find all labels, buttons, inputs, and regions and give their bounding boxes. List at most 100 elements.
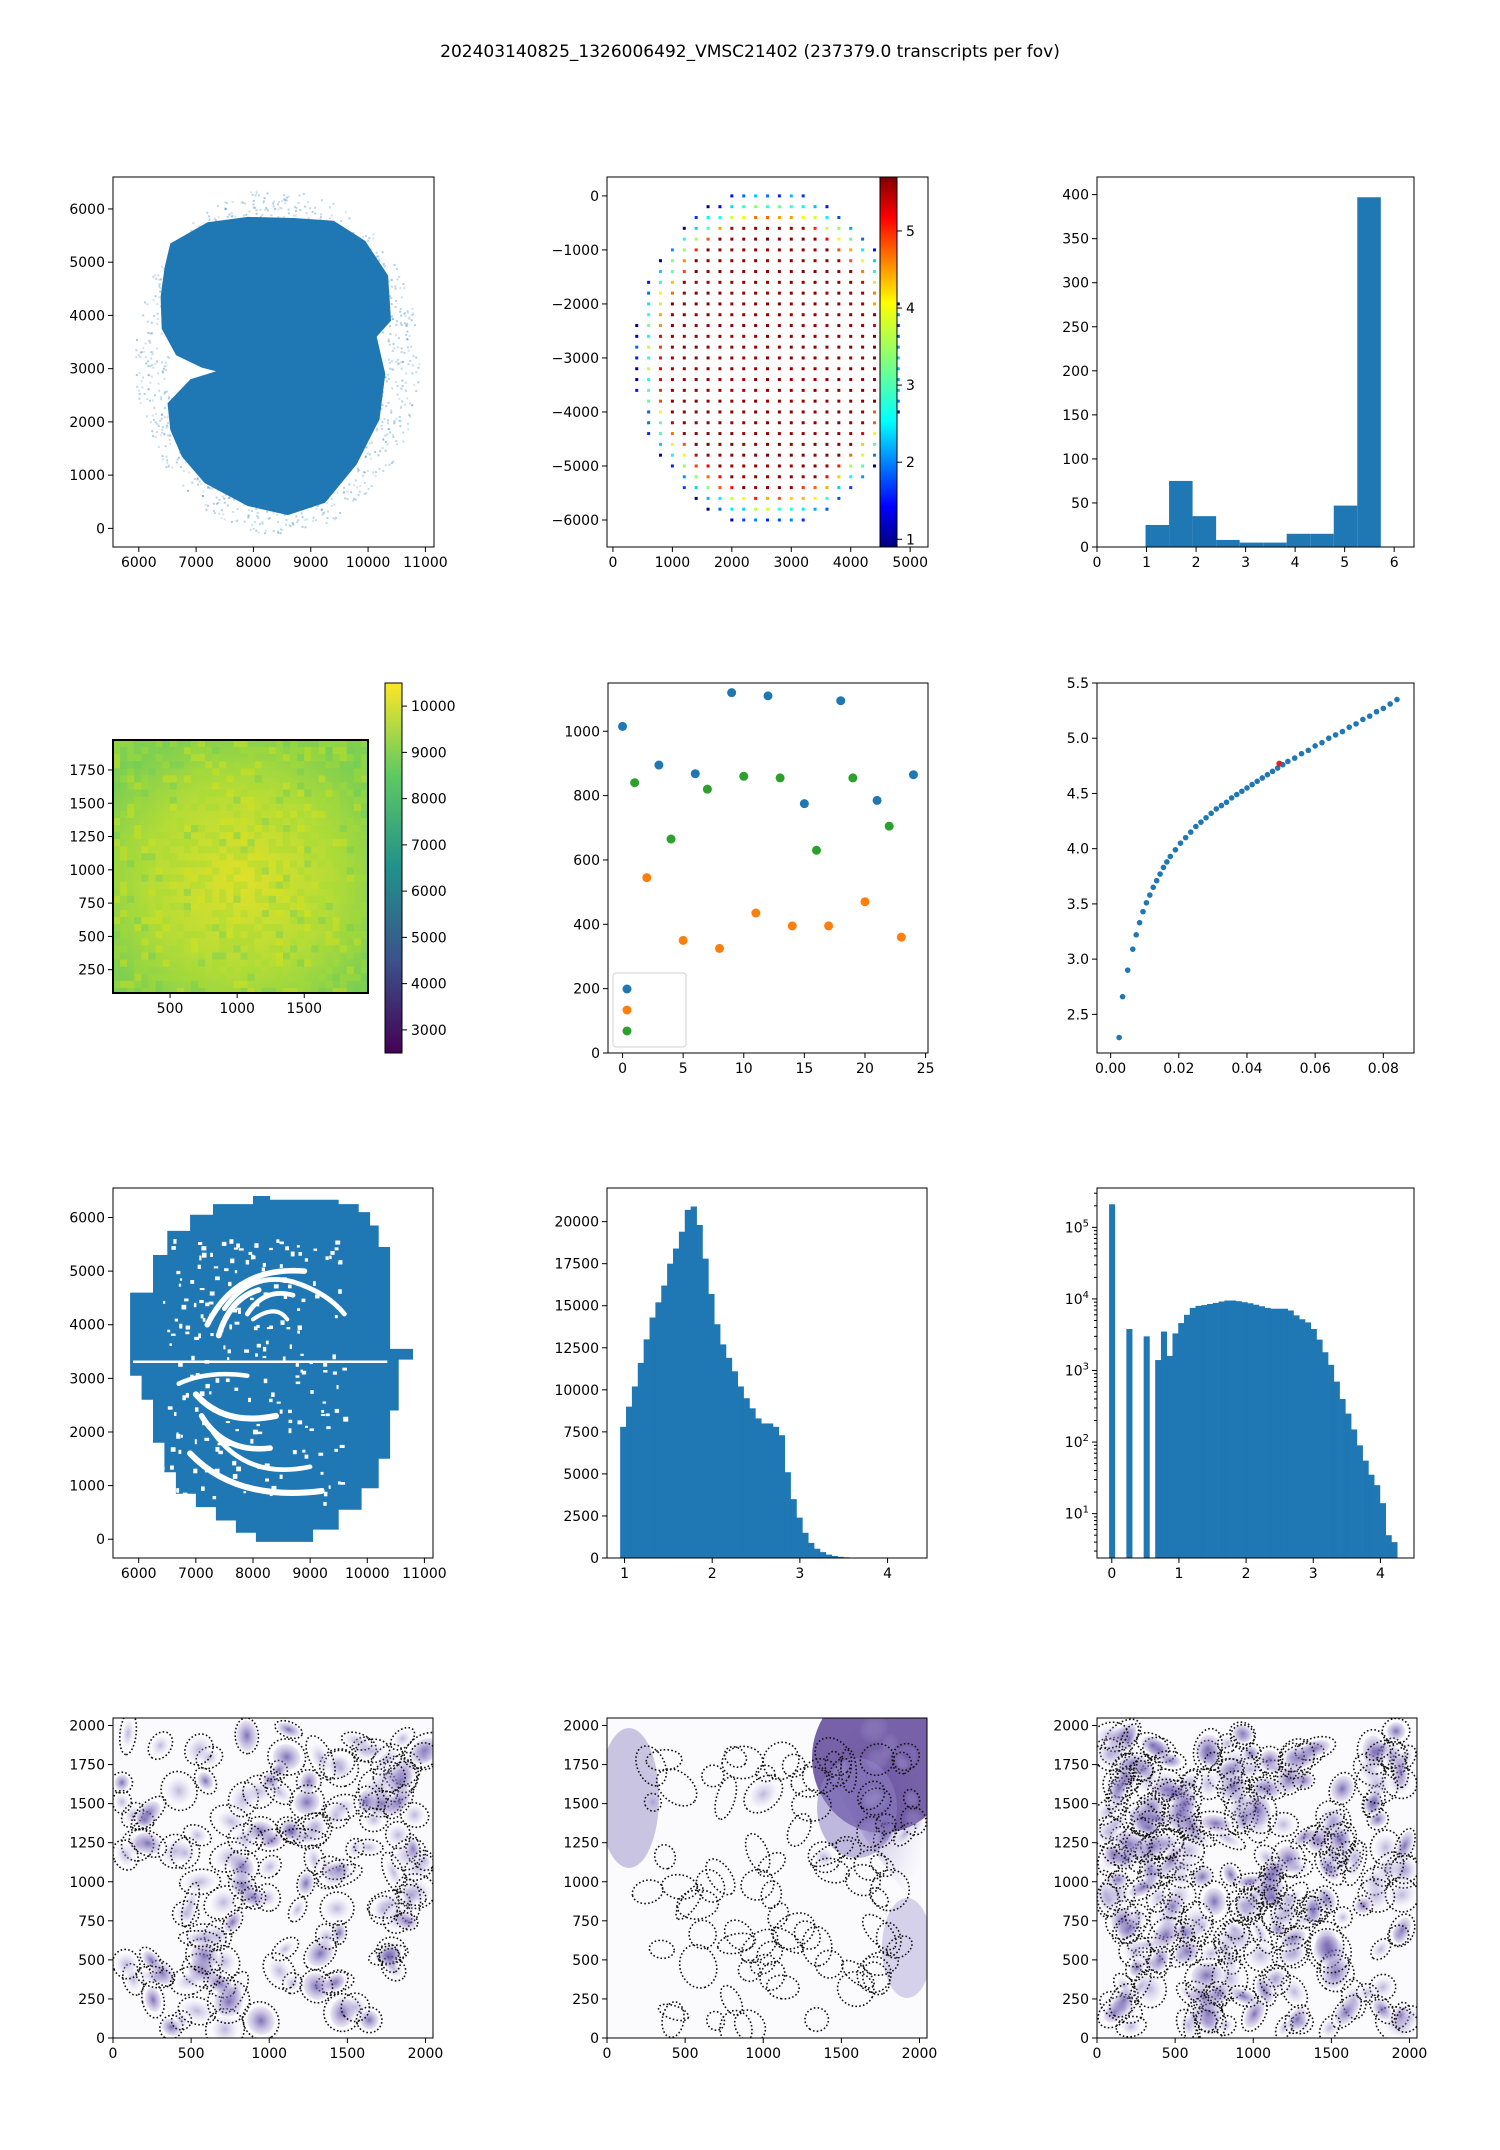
transcript-point-faint	[277, 208, 280, 211]
transcript-point-faint	[216, 489, 219, 492]
density-cell	[155, 832, 163, 840]
transcript-point-faint	[223, 518, 226, 521]
transcript-point-faint	[198, 480, 201, 483]
transcript-point-faint	[386, 380, 389, 383]
fov-point	[813, 410, 817, 414]
cell-boundary	[1271, 1839, 1306, 1878]
cell-boundary	[1387, 1924, 1410, 1947]
cell-boundary	[241, 1884, 267, 1910]
tissue-hole	[170, 1465, 174, 1470]
nucleus	[136, 1801, 161, 1825]
density-cell	[353, 803, 361, 811]
fov-point	[825, 270, 829, 274]
density-cell	[304, 980, 312, 988]
hist-bar	[1207, 1303, 1214, 1558]
transcript-point-faint	[273, 208, 276, 211]
density-cell	[169, 796, 177, 804]
density-cell	[290, 973, 298, 981]
hist-bar	[649, 1317, 656, 1558]
fov-point	[742, 442, 746, 446]
fov-point	[754, 345, 758, 349]
cell-boundary	[733, 2009, 767, 2038]
fov-point	[825, 486, 829, 490]
transcript-point-faint	[343, 486, 346, 489]
fov-point	[730, 205, 734, 209]
transcript-point-faint	[150, 321, 153, 324]
fov-point	[694, 453, 698, 457]
nucleus	[1390, 1927, 1406, 1944]
cell-boundary	[770, 1926, 804, 1954]
transcript-point-faint	[135, 374, 138, 377]
cell-boundary	[1258, 1863, 1284, 1887]
hist-bar	[1189, 1307, 1196, 1558]
density-cell	[283, 825, 291, 833]
transcript-point-faint	[372, 471, 375, 474]
cell-boundary	[661, 2001, 685, 2038]
nucleus	[1313, 1935, 1345, 1966]
tissue-hole	[255, 1353, 258, 1357]
fov-point	[861, 378, 865, 382]
density-cell	[275, 980, 283, 988]
tissue-hole	[289, 1344, 292, 1349]
fov-point	[730, 464, 734, 468]
tissue-hole	[244, 1484, 250, 1487]
fov-point	[754, 410, 758, 414]
nucleus	[1237, 1875, 1262, 1888]
density-cell	[176, 825, 184, 833]
fov-point	[837, 291, 841, 295]
density-cell	[353, 917, 361, 925]
hist-bar	[790, 1499, 797, 1558]
cell-boundary	[322, 1749, 360, 1788]
density-cell	[190, 839, 198, 847]
fov-point	[861, 345, 865, 349]
fov-point	[706, 248, 710, 252]
nucleus	[1213, 1829, 1242, 1848]
transcript-point-faint	[363, 481, 366, 484]
fov-point	[825, 507, 829, 511]
density-cell	[283, 952, 291, 960]
transcript-point-faint	[287, 208, 290, 211]
density-cell	[198, 966, 206, 974]
tissue-hole	[263, 1292, 269, 1295]
fov-point	[754, 464, 758, 468]
y-tick-label: 750	[78, 1914, 105, 1930]
density-cell	[169, 860, 177, 868]
nucleus	[217, 1810, 245, 1833]
nucleus	[142, 1950, 160, 1970]
tissue-hole	[255, 1302, 260, 1307]
cell-boundary	[1097, 1869, 1119, 1919]
density-cell	[268, 924, 276, 932]
density-cell	[254, 860, 262, 868]
fov-point	[718, 442, 722, 446]
density-cell	[127, 768, 135, 776]
cell-boundary	[1169, 1944, 1192, 1968]
density-cell	[190, 775, 198, 783]
fov-point	[777, 421, 781, 425]
nucleus	[1171, 1947, 1189, 1965]
x-tick-label: 1000	[1235, 2046, 1271, 2062]
density-cell	[318, 832, 326, 840]
scatter-point-750	[751, 908, 761, 918]
cell-boundary	[186, 1923, 227, 1952]
tissue-hole	[282, 1356, 286, 1361]
fov-point	[896, 313, 900, 317]
density-cell	[183, 846, 191, 854]
tissue-hole	[261, 1267, 266, 1272]
cell-boundary	[1355, 1763, 1399, 1805]
nucleus	[1143, 1862, 1171, 1884]
density-cell	[190, 754, 198, 762]
fov-point	[825, 237, 829, 241]
fov-point	[766, 280, 769, 284]
tissue-hole	[174, 1318, 178, 1322]
transcript-point-faint	[411, 307, 414, 310]
density-cell	[219, 789, 227, 797]
density-cell	[268, 945, 276, 953]
fov-point	[849, 334, 853, 338]
density-cell	[155, 959, 163, 967]
density-cell	[183, 867, 191, 875]
transcript-point-faint	[388, 280, 391, 283]
density-cell	[127, 888, 135, 896]
y-tick-label: 17500	[554, 1257, 599, 1273]
transcript-point-faint	[224, 493, 227, 496]
density-cell	[190, 959, 198, 967]
